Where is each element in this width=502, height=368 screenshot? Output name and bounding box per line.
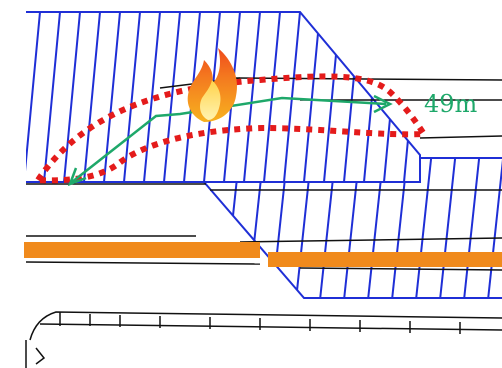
upper-rock-layer [26, 11, 421, 183]
distance-label: 49m [424, 90, 478, 118]
path-arrow [67, 94, 393, 187]
fire-icon [187, 48, 238, 122]
lower-rock-layer [203, 157, 502, 299]
strata-lines [25, 77, 502, 271]
tunnel-outline [25, 311, 502, 368]
orange-pipe [24, 242, 502, 267]
